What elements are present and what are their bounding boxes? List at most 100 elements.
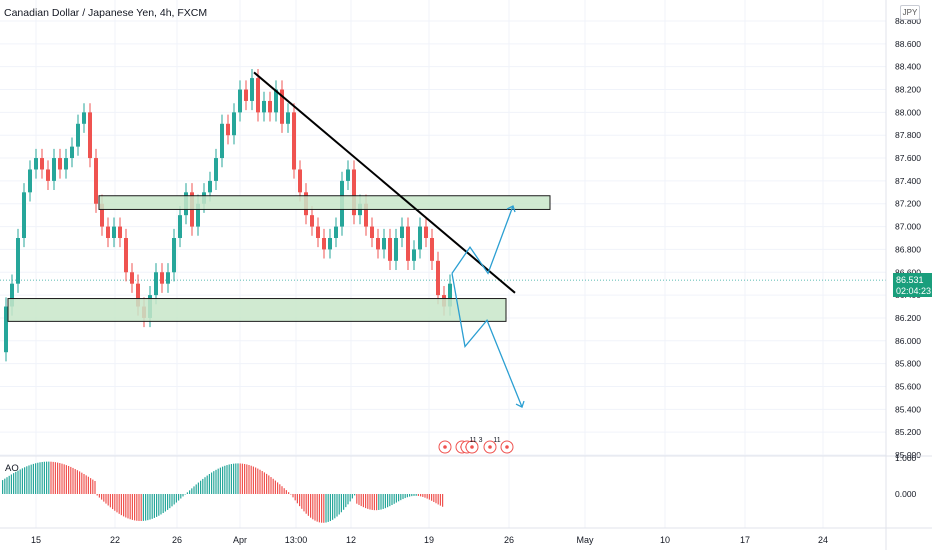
ao-bar <box>30 464 32 494</box>
price-tick-label: 85.000 <box>895 450 921 460</box>
ao-bar <box>178 494 180 501</box>
candle-body <box>94 158 98 204</box>
ao-bar <box>426 494 428 499</box>
ao-bar <box>222 466 224 494</box>
candle-body <box>166 272 170 284</box>
price-tick-label: 85.600 <box>895 381 921 391</box>
ao-bar <box>358 494 360 505</box>
ao-bar <box>142 494 144 521</box>
ao-bar <box>318 494 320 523</box>
ao-bar <box>292 494 294 498</box>
ao-bar <box>96 494 98 496</box>
ao-bar <box>57 462 59 494</box>
ao-bar <box>19 469 21 494</box>
indicator-label[interactable]: AO <box>5 463 19 474</box>
trendline <box>253 71 516 294</box>
ao-bar <box>250 465 252 494</box>
candle-body <box>268 100 272 113</box>
ao-bar <box>395 494 397 503</box>
ao-bar <box>327 494 329 522</box>
ao-bar <box>259 469 261 494</box>
price-tick-label: 87.400 <box>895 176 921 186</box>
ao-bar <box>305 494 307 514</box>
time-tick-label: May <box>576 535 594 545</box>
ao-bar <box>8 475 10 494</box>
ao-bar <box>325 494 327 523</box>
candle-body <box>88 112 92 159</box>
candle-body <box>22 192 26 238</box>
candle-body <box>412 249 416 261</box>
time-tick-label: Apr <box>233 535 247 545</box>
ao-bar <box>85 475 87 494</box>
projection-up-path <box>451 205 514 275</box>
ao-bar <box>389 494 391 507</box>
ao-bar <box>316 494 318 522</box>
candle-body <box>196 203 200 227</box>
ao-bar <box>354 494 356 496</box>
ao-bar <box>105 494 107 504</box>
candle-body <box>328 238 332 250</box>
ao-bar <box>160 494 162 515</box>
candle-body <box>106 226 110 238</box>
candle-body <box>448 283 452 307</box>
price-tick-label: 86.800 <box>895 244 921 254</box>
candle-body <box>280 89 284 124</box>
time-tick-label: 10 <box>660 535 670 545</box>
ao-bar <box>334 494 336 519</box>
candle-body <box>292 112 296 170</box>
ao-bar <box>195 484 197 494</box>
ao-bar <box>59 463 61 494</box>
ao-bar <box>343 494 345 510</box>
candle-body <box>82 112 86 124</box>
ao-bar <box>37 462 39 494</box>
ao-bar <box>378 494 380 510</box>
candle-body <box>238 89 242 113</box>
ao-bar <box>17 470 19 494</box>
candle-body <box>418 226 422 250</box>
candle-body <box>118 226 122 238</box>
candle-body <box>244 89 248 101</box>
ao-bar <box>347 494 349 505</box>
ao-bar <box>21 468 23 494</box>
ao-bar <box>371 494 373 510</box>
ao-bar <box>109 494 111 508</box>
ao-bar <box>224 465 226 494</box>
ao-bar <box>365 494 367 509</box>
candle-body <box>64 158 68 170</box>
ao-bar <box>257 468 259 494</box>
candle-body <box>436 260 440 296</box>
candle-body <box>346 169 350 181</box>
ao-bar <box>107 494 109 506</box>
candle-body <box>160 272 164 284</box>
ao-bar <box>52 461 54 494</box>
ao-bar <box>424 494 426 498</box>
ao-bar <box>277 482 279 494</box>
price-tick-label: 88.800 <box>895 16 921 26</box>
currency-tag[interactable]: JPY <box>900 5 920 20</box>
ao-bar <box>46 461 48 494</box>
ao-bar <box>87 476 89 494</box>
price-tick-label: 88.000 <box>895 107 921 117</box>
ao-bar <box>217 468 219 494</box>
ao-bar <box>101 494 103 500</box>
ao-tick-label: 1.000 <box>895 453 917 463</box>
ao-bar <box>156 494 158 517</box>
candle-body <box>286 112 290 124</box>
candle-body <box>400 226 404 238</box>
ao-bar <box>274 480 276 494</box>
ao-bar <box>171 494 173 507</box>
ao-bar <box>167 494 169 510</box>
ao-bar <box>4 478 6 494</box>
ao-bar <box>39 462 41 494</box>
event-marker-label: 11 3 <box>469 437 482 444</box>
candle-body <box>10 283 14 307</box>
current-price: 86.531 <box>896 275 924 285</box>
candle-body <box>172 238 176 273</box>
ao-bar <box>294 494 296 501</box>
time-tick-label: 17 <box>740 535 750 545</box>
ao-bar <box>384 494 386 509</box>
candle-body <box>382 238 386 250</box>
ao-bar <box>208 474 210 494</box>
